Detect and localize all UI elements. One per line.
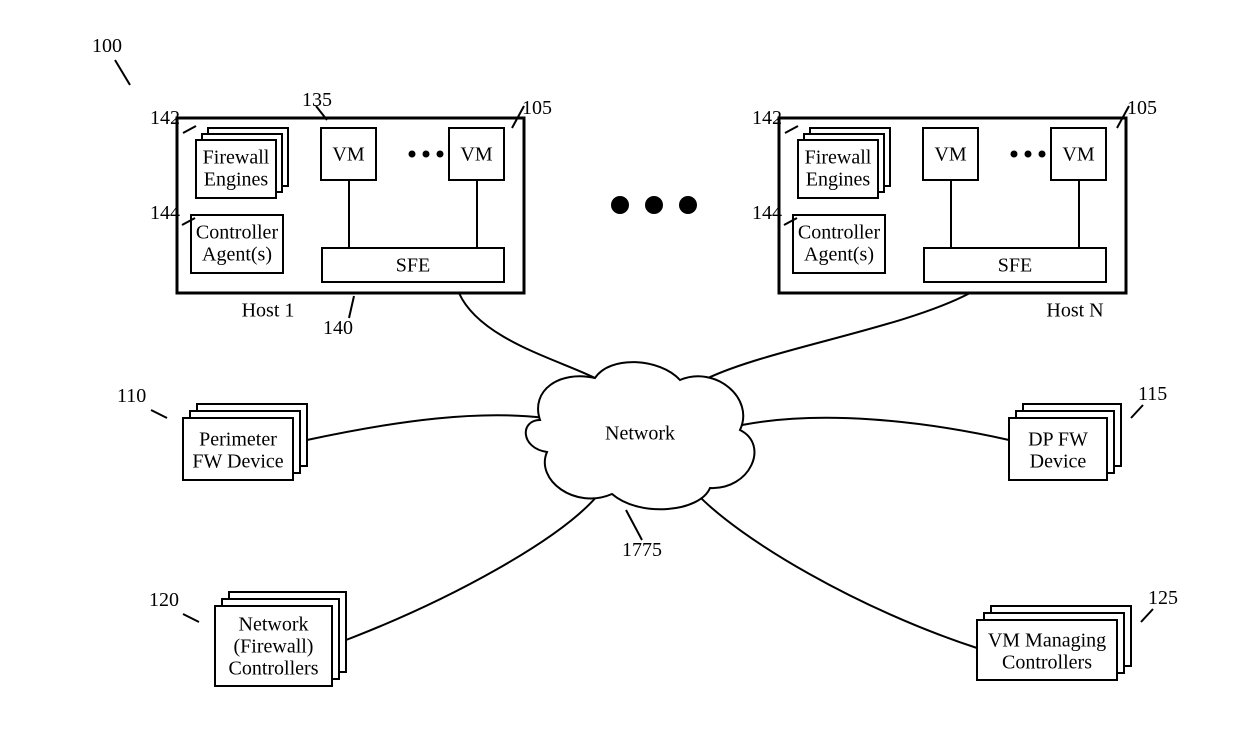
svg-text:VM Managing: VM Managing (988, 630, 1106, 652)
svg-text:1775: 1775 (622, 539, 662, 561)
svg-text:Controller: Controller (196, 222, 279, 244)
svg-text:Perimeter: Perimeter (199, 429, 277, 451)
svg-text:DP FW: DP FW (1028, 429, 1088, 451)
peripheral: VM ManagingControllers 125 (977, 587, 1178, 680)
svg-text:142: 142 (752, 107, 782, 129)
svg-text:Device: Device (1030, 451, 1087, 473)
svg-text:Firewall: Firewall (805, 147, 872, 169)
svg-text:Network: Network (239, 614, 309, 636)
svg-text:Engines: Engines (806, 169, 871, 191)
svg-text:VM: VM (934, 144, 966, 166)
svg-text:VM: VM (1062, 144, 1094, 166)
svg-text:Firewall: Firewall (203, 147, 270, 169)
svg-text:SFE: SFE (396, 255, 430, 277)
svg-text:144: 144 (752, 202, 782, 224)
svg-text:105: 105 (522, 97, 552, 119)
svg-text:110: 110 (117, 385, 146, 407)
svg-text:100: 100 (92, 35, 122, 57)
svg-text:SFE: SFE (998, 255, 1032, 277)
svg-text:144: 144 (150, 202, 180, 224)
diagram-canvas: 100Host 1105FirewallEngines142Controller… (0, 0, 1240, 746)
peripheral: DP FWDevice 115 (1009, 383, 1167, 480)
svg-text:Host N: Host N (1046, 300, 1103, 322)
svg-text:120: 120 (149, 589, 179, 611)
svg-text:142: 142 (150, 107, 180, 129)
svg-text:FW Device: FW Device (192, 451, 283, 473)
svg-text:Controllers: Controllers (1002, 652, 1092, 674)
svg-text:Network: Network (605, 423, 675, 445)
svg-text:115: 115 (1138, 383, 1167, 405)
svg-text:Controllers: Controllers (229, 658, 319, 680)
svg-text:105: 105 (1127, 97, 1157, 119)
svg-text:(Firewall): (Firewall) (234, 636, 314, 658)
svg-text:VM: VM (332, 144, 364, 166)
host-group: Host 1 105 FirewallEngines 142 ControllerAge… (150, 89, 552, 339)
svg-text:Agent(s): Agent(s) (202, 244, 272, 266)
svg-text:Host 1: Host 1 (242, 300, 295, 322)
svg-text:Controller: Controller (798, 222, 881, 244)
svg-text:140: 140 (323, 317, 353, 339)
svg-text:Agent(s): Agent(s) (804, 244, 874, 266)
svg-text:Engines: Engines (204, 169, 269, 191)
peripheral: Network(Firewall)Controllers 120 (149, 589, 346, 686)
peripheral: PerimeterFW Device 110 (117, 385, 307, 480)
host-group: Host N 105 FirewallEngines 142 ControllerAge… (752, 97, 1157, 322)
svg-text:125: 125 (1148, 587, 1178, 609)
svg-text:VM: VM (460, 144, 492, 166)
